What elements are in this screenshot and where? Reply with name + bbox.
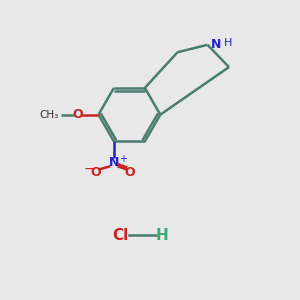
- Text: H: H: [224, 38, 232, 48]
- Text: O: O: [72, 108, 83, 121]
- Text: O: O: [90, 167, 101, 179]
- Text: −: −: [83, 161, 95, 176]
- Text: +: +: [118, 154, 127, 164]
- Text: H: H: [155, 228, 168, 243]
- Text: Cl: Cl: [112, 228, 129, 243]
- Text: N: N: [211, 38, 221, 51]
- Text: O: O: [125, 167, 135, 179]
- Text: N: N: [109, 156, 119, 169]
- Text: CH₃: CH₃: [40, 110, 59, 120]
